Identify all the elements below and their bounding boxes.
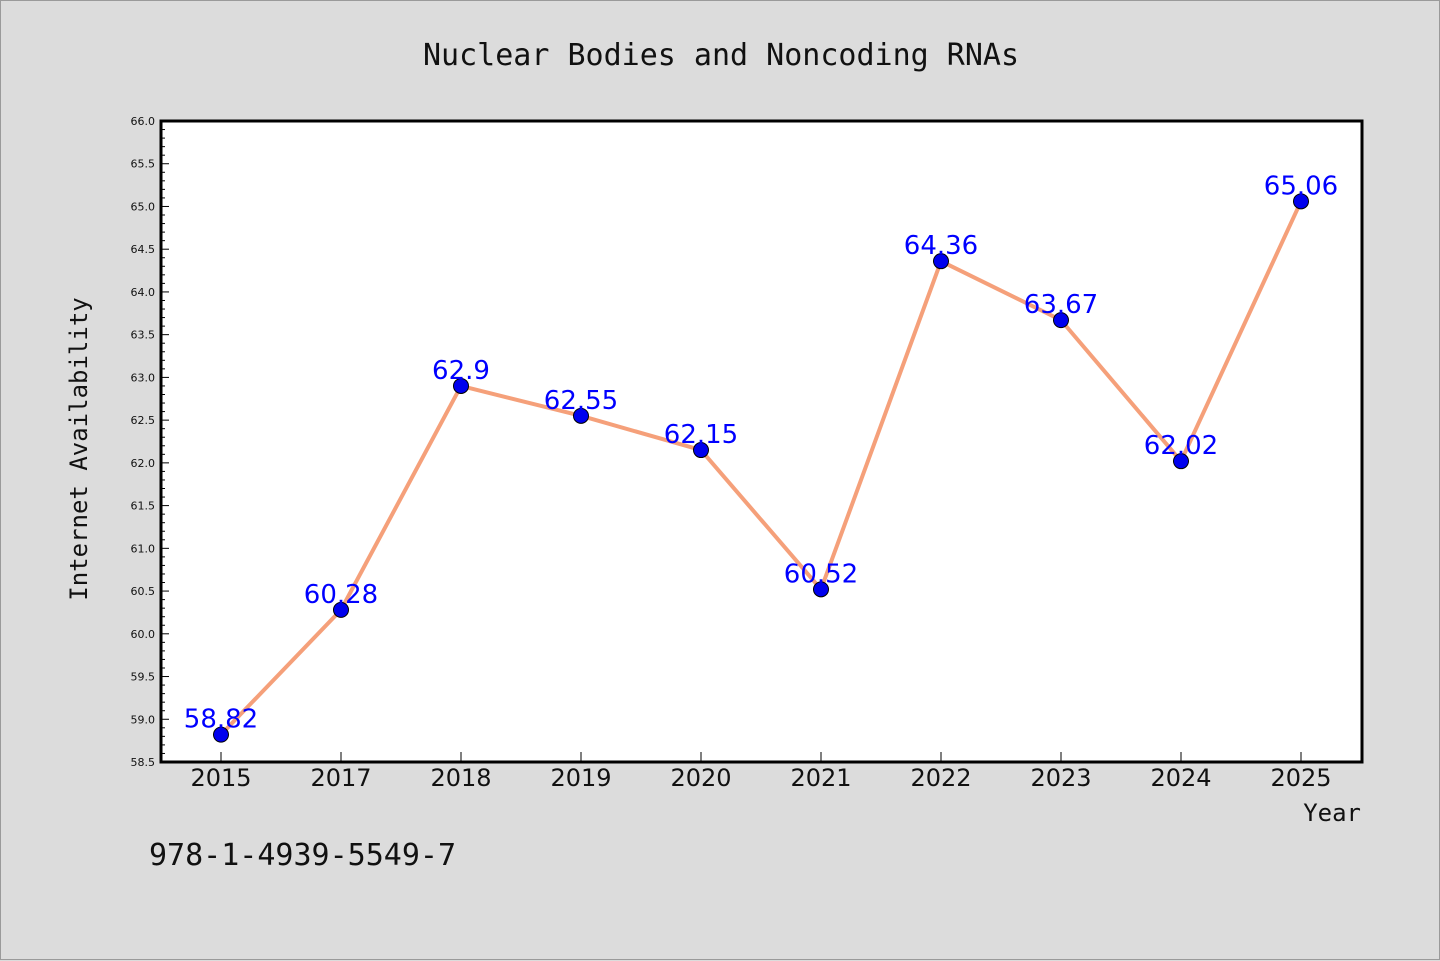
series-layer: 58.82 60.28 62.9 62.55 62.15 60.52 64.36 63.67 6…: [184, 171, 1338, 743]
data-label: 62.02: [1144, 431, 1218, 461]
x-tick-label: 2017: [310, 764, 371, 792]
x-tick-label: 2019: [550, 764, 611, 792]
isbn-text: 978-1-4939-5549-7: [149, 838, 456, 873]
x-axis: 2015 2017 2018 2019 2020 2021 2022 2023 2024 2025: [190, 752, 1332, 792]
data-label: 62.15: [664, 420, 738, 450]
y-axis: 58.5 59.0 59.5 60.0 60.5 61.0 61.5 62.0 62.5 63.0…: [131, 115, 169, 769]
x-tick-label: 2023: [1030, 764, 1091, 792]
y-tick-label: 62.0: [131, 457, 156, 470]
y-tick-label: 60.5: [131, 585, 156, 598]
y-tick-label: 60.0: [131, 628, 156, 641]
x-tick-label: 2018: [430, 764, 491, 792]
y-tick-label: 62.5: [131, 414, 156, 427]
x-tick-label: 2022: [910, 764, 971, 792]
data-label: 62.55: [544, 386, 618, 416]
data-label: 65.06: [1264, 171, 1338, 201]
y-tick-label: 66.0: [131, 115, 156, 128]
series-line: [219, 200, 1303, 737]
data-label: 62.9: [432, 356, 490, 386]
data-point: [213, 726, 229, 743]
data-point: [1173, 453, 1189, 470]
data-label: 63.67: [1024, 290, 1098, 320]
y-tick-label: 61.0: [131, 542, 156, 555]
data-point: [333, 601, 349, 618]
x-tick-label: 2015: [190, 764, 251, 792]
x-tick-label: 2020: [670, 764, 731, 792]
data-label: 64.36: [904, 231, 978, 261]
data-label: 60.28: [304, 580, 378, 610]
y-axis-label: Internet Availability: [65, 297, 93, 600]
y-tick-label: 58.5: [131, 756, 156, 769]
y-tick-label: 65.5: [131, 158, 156, 171]
y-tick-label: 59.0: [131, 713, 156, 726]
data-point: [933, 253, 949, 270]
chart-title: Nuclear Bodies and Noncoding RNAs: [423, 38, 1019, 73]
data-label: 58.82: [184, 705, 258, 735]
data-point: [1053, 312, 1069, 329]
x-tick-label: 2021: [790, 764, 851, 792]
x-tick-label: 2024: [1150, 764, 1211, 792]
data-label: 60.52: [784, 559, 858, 589]
data-point: [813, 581, 829, 598]
data-point: [573, 407, 589, 424]
y-tick-label: 61.5: [131, 500, 156, 513]
data-point: [1293, 193, 1309, 210]
y-tick-label: 64.5: [131, 243, 156, 256]
y-tick-label: 65.0: [131, 200, 156, 213]
data-point: [693, 442, 709, 459]
x-axis-label: Year: [1303, 799, 1361, 827]
y-tick-label: 63.0: [131, 371, 156, 384]
data-point: [453, 377, 469, 394]
y-tick-label: 64.0: [131, 286, 156, 299]
x-tick-label: 2025: [1270, 764, 1331, 792]
y-tick-label: 63.5: [131, 329, 156, 342]
y-tick-label: 59.5: [131, 671, 156, 684]
